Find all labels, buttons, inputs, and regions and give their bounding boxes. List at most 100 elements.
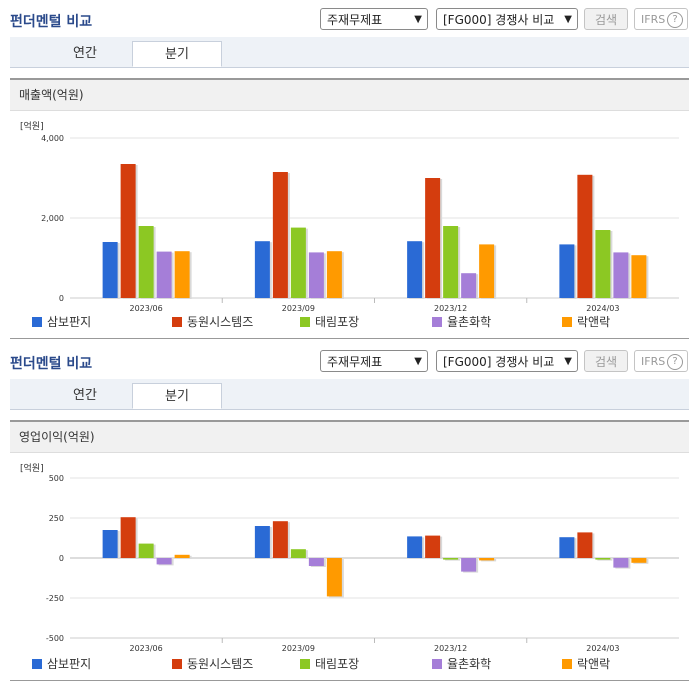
- bar-series-0: [407, 536, 423, 558]
- fundamental-section-operating-profit: 펀더멘털 비교 주재무제표 ▼ [FG000] 경쟁사 비교 ▼ 검색 IFRS…: [0, 342, 696, 681]
- y-tick-label: 0: [59, 554, 64, 563]
- statement-select[interactable]: 주재무제표 ▼: [320, 8, 428, 30]
- tab-annual[interactable]: 연간: [73, 46, 97, 61]
- legend-swatch: [562, 317, 572, 327]
- legend-item[interactable]: 삼보판지: [32, 314, 91, 330]
- ifrs-label: IFRS: [641, 355, 666, 368]
- bar-series-2: [595, 558, 611, 560]
- ifrs-button[interactable]: IFRS ?: [634, 8, 688, 30]
- tab-quarterly[interactable]: 분기: [132, 41, 222, 67]
- legend-label: 동원시스템즈: [187, 315, 254, 329]
- legend-item[interactable]: 동원시스템즈: [172, 314, 253, 330]
- legend-swatch: [432, 317, 442, 327]
- legend-item[interactable]: 율촌화학: [432, 656, 491, 672]
- unit-label: [억원]: [20, 122, 44, 132]
- bar-series-4: [479, 558, 495, 561]
- bar-series-0: [254, 241, 270, 298]
- chart-title: 영업이익(억원): [10, 422, 689, 453]
- operating-profit-chart-box: 영업이익(억원) [억원] -500 -250 0 250 500 2023/06 2023…: [10, 420, 689, 681]
- legend-item[interactable]: 삼보판지: [32, 656, 91, 672]
- unit-label: [억원]: [20, 464, 44, 474]
- chevron-down-icon: ▼: [564, 356, 572, 367]
- bar-series-0: [102, 242, 118, 298]
- statement-select-value: 주재무제표: [327, 355, 383, 369]
- y-tick-label: 2,000: [41, 214, 64, 223]
- bar-series-1: [272, 172, 288, 298]
- bar-series-2: [138, 543, 154, 558]
- x-tick-label: 2024/03: [586, 304, 619, 313]
- legend-item[interactable]: 율촌화학: [432, 314, 491, 330]
- bar-series-2: [290, 227, 306, 298]
- compare-select[interactable]: [FG000] 경쟁사 비교 ▼: [436, 8, 578, 30]
- bar-shadow: [445, 559, 461, 561]
- statement-select[interactable]: 주재무제표 ▼: [320, 350, 428, 372]
- legend-item[interactable]: 락앤락: [562, 656, 610, 672]
- x-tick-label: 2023/12: [434, 644, 467, 653]
- x-tick-label: 2023/06: [130, 304, 163, 313]
- y-tick-label: -250: [46, 594, 64, 603]
- help-icon[interactable]: ?: [667, 12, 683, 28]
- bar-series-1: [120, 517, 136, 558]
- bar-series-4: [174, 251, 190, 298]
- fundamental-section-sales: 펀더멘털 비교 주재무제표 ▼ [FG000] 경쟁사 비교 ▼ 검색 IFRS…: [0, 0, 696, 339]
- bar-series-1: [272, 521, 288, 558]
- bar-series-3: [461, 273, 477, 298]
- legend-label: 태림포장: [315, 315, 360, 329]
- help-icon[interactable]: ?: [667, 354, 683, 370]
- legend-swatch: [172, 659, 182, 669]
- legend-item[interactable]: 태림포장: [300, 314, 359, 330]
- legend-item[interactable]: 동원시스템즈: [172, 656, 253, 672]
- bar-series-0: [559, 244, 575, 298]
- section-title: 펀더멘털 비교: [10, 356, 93, 372]
- bar-series-2: [595, 230, 611, 298]
- legend-item[interactable]: 태림포장: [300, 656, 359, 672]
- bar-series-0: [407, 241, 423, 298]
- tab-quarterly[interactable]: 분기: [132, 383, 222, 409]
- y-tick-label: 0: [59, 294, 64, 303]
- y-tick-label: 500: [49, 474, 64, 483]
- tab-annual[interactable]: 연간: [73, 388, 97, 403]
- bar-series-1: [425, 535, 441, 558]
- bar-series-3: [156, 558, 172, 565]
- bar-series-3: [613, 558, 629, 568]
- bar-series-4: [326, 558, 342, 597]
- x-tick-label: 2024/03: [586, 644, 619, 653]
- legend-swatch: [172, 317, 182, 327]
- chevron-down-icon: ▼: [414, 356, 422, 367]
- bar-series-2: [290, 549, 306, 558]
- bar-series-2: [443, 558, 459, 560]
- bar-series-1: [577, 174, 593, 298]
- legend-item[interactable]: 락앤락: [562, 314, 610, 330]
- bar-series-4: [631, 255, 647, 298]
- section-header: 펀더멘털 비교 주재무제표 ▼ [FG000] 경쟁사 비교 ▼ 검색 IFRS…: [0, 342, 696, 378]
- legend-swatch: [300, 659, 310, 669]
- legend-label: 락앤락: [577, 315, 611, 329]
- bar-series-4: [479, 244, 495, 298]
- legend-label: 삼보판지: [47, 657, 92, 671]
- legend-swatch: [300, 317, 310, 327]
- bar-series-3: [461, 558, 477, 572]
- search-button[interactable]: 검색: [584, 350, 628, 372]
- chevron-down-icon: ▼: [564, 14, 572, 25]
- sales-chart: 0 2,000 4,000 2023/06 2023/09 2023/12 2024/03: [41, 134, 679, 313]
- x-tick-label: 2023/12: [434, 304, 467, 313]
- operating-profit-chart: -500 -250 0 250 500 2023/06 2023/09 2023/12 2024…: [46, 474, 679, 653]
- legend-swatch: [32, 659, 42, 669]
- bar-series-1: [425, 178, 441, 298]
- bar-series-1: [577, 532, 593, 558]
- bar-shadow: [597, 559, 613, 561]
- legend-swatch: [32, 317, 42, 327]
- period-tabs: 연간 분기: [10, 37, 689, 68]
- ifrs-button[interactable]: IFRS ?: [634, 350, 688, 372]
- legend-label: 락앤락: [577, 657, 611, 671]
- bar-series-0: [254, 526, 270, 558]
- bar-series-4: [174, 554, 190, 558]
- bar-series-2: [443, 226, 459, 298]
- x-tick-label: 2023/09: [282, 644, 315, 653]
- y-tick-label: 4,000: [41, 134, 64, 143]
- search-button[interactable]: 검색: [584, 8, 628, 30]
- compare-select[interactable]: [FG000] 경쟁사 비교 ▼: [436, 350, 578, 372]
- bar-series-4: [631, 558, 647, 563]
- bar-series-0: [102, 530, 118, 558]
- section-title: 펀더멘털 비교: [10, 14, 93, 30]
